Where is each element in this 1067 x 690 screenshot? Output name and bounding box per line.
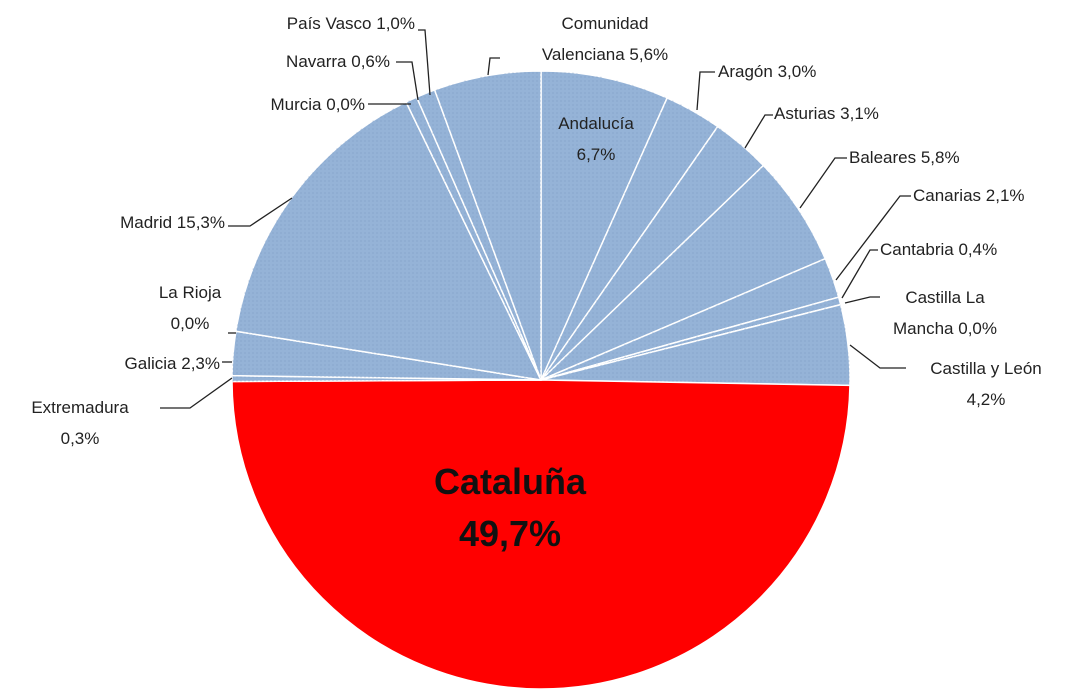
leader-line [841, 249, 878, 299]
category-name: Cantabria [880, 240, 954, 259]
category-name: Canarias [913, 186, 982, 205]
leader-line [487, 57, 500, 76]
value-label: 3,1% [840, 104, 879, 123]
category-name: Aragón [718, 62, 773, 81]
value-label: 6,7% [576, 145, 616, 164]
pie-slice [231, 379, 851, 690]
category-name: Andalucía [558, 114, 634, 133]
slice-label: Madrid 15,3% [60, 207, 225, 238]
value-label: 3,0% [777, 62, 817, 81]
slice-label: Cantabria 0,4% [880, 234, 1050, 265]
value-label: 0,3% [60, 429, 100, 448]
slice-label: Navarra 0,6% [230, 46, 390, 77]
leader-line [799, 157, 847, 209]
slice-label: Murcia 0,0% [210, 89, 366, 120]
value-label: 49,7% [458, 513, 562, 554]
value-label: 1,0% [376, 14, 415, 33]
slice-texture [541, 297, 841, 380]
slice-texture [541, 304, 850, 386]
slice-texture [541, 258, 839, 380]
slice-label: Galicia 2,3% [80, 348, 220, 379]
category-name: Cataluña [433, 461, 587, 502]
value-label: 0,6% [351, 52, 390, 71]
category-name: Castilla y León [930, 359, 1042, 378]
category-name: Extremadura [31, 398, 129, 417]
slice-texture [541, 97, 718, 380]
slice-texture [541, 71, 668, 380]
value-label: 0,0% [958, 319, 997, 338]
slice-texture [235, 102, 542, 380]
leader-line [696, 71, 715, 111]
slice-label: Asturias 3,1% [774, 98, 904, 129]
slice-texture [434, 71, 541, 380]
slice-texture [416, 89, 541, 380]
slice-texture [406, 97, 541, 381]
category-name: La Rioja [158, 283, 222, 302]
value-label: 2,3% [181, 354, 220, 373]
category-name: Asturias [774, 104, 836, 123]
slice-label: Comunidad Valenciana 5,6% [530, 8, 680, 70]
category-name: Castilla La Mancha [893, 288, 985, 338]
category-name: Navarra [286, 52, 347, 71]
slice-label: Cataluña 49,7% [400, 456, 620, 560]
value-label: 4,2% [966, 390, 1006, 409]
slice-label: Baleares 5,8% [849, 142, 989, 173]
category-name: Comunidad Valenciana [541, 14, 649, 64]
value-label: 15,3% [176, 213, 225, 232]
slice-label: La Rioja 0,0% [140, 277, 240, 339]
value-label: 0,0% [326, 95, 365, 114]
category-name: Galicia [124, 354, 177, 373]
category-name: País Vasco [286, 14, 372, 33]
leader-line [744, 114, 773, 149]
slice-label: Extremadura 0,3% [0, 392, 160, 454]
value-label: 0,0% [170, 314, 210, 333]
value-label: 0,4% [958, 240, 998, 259]
category-name: Baleares [849, 148, 917, 167]
value-label: 5,8% [920, 148, 960, 167]
slice-label: Andalucía 6,7% [536, 108, 656, 170]
slice-texture [541, 165, 826, 380]
slice-label: Aragón 3,0% [718, 56, 838, 87]
leader-line [418, 29, 431, 96]
category-name: Murcia [270, 95, 322, 114]
slice-label: Canarias 2,1% [913, 180, 1053, 211]
leader-line [160, 377, 233, 409]
slice-label: País Vasco 1,0% [210, 8, 415, 39]
slice-label: Castilla y León 4,2% [906, 353, 1066, 415]
leader-line [835, 195, 911, 281]
leader-line [844, 296, 880, 304]
slice-label: Castilla La Mancha 0,0% [880, 282, 1010, 344]
leader-line [396, 61, 419, 101]
leader-line [228, 197, 293, 227]
value-label: 5,6% [629, 45, 669, 64]
value-label: 2,1% [985, 186, 1025, 205]
leader-line [849, 344, 906, 369]
slice-texture [541, 126, 764, 380]
category-name: Madrid [120, 213, 173, 232]
